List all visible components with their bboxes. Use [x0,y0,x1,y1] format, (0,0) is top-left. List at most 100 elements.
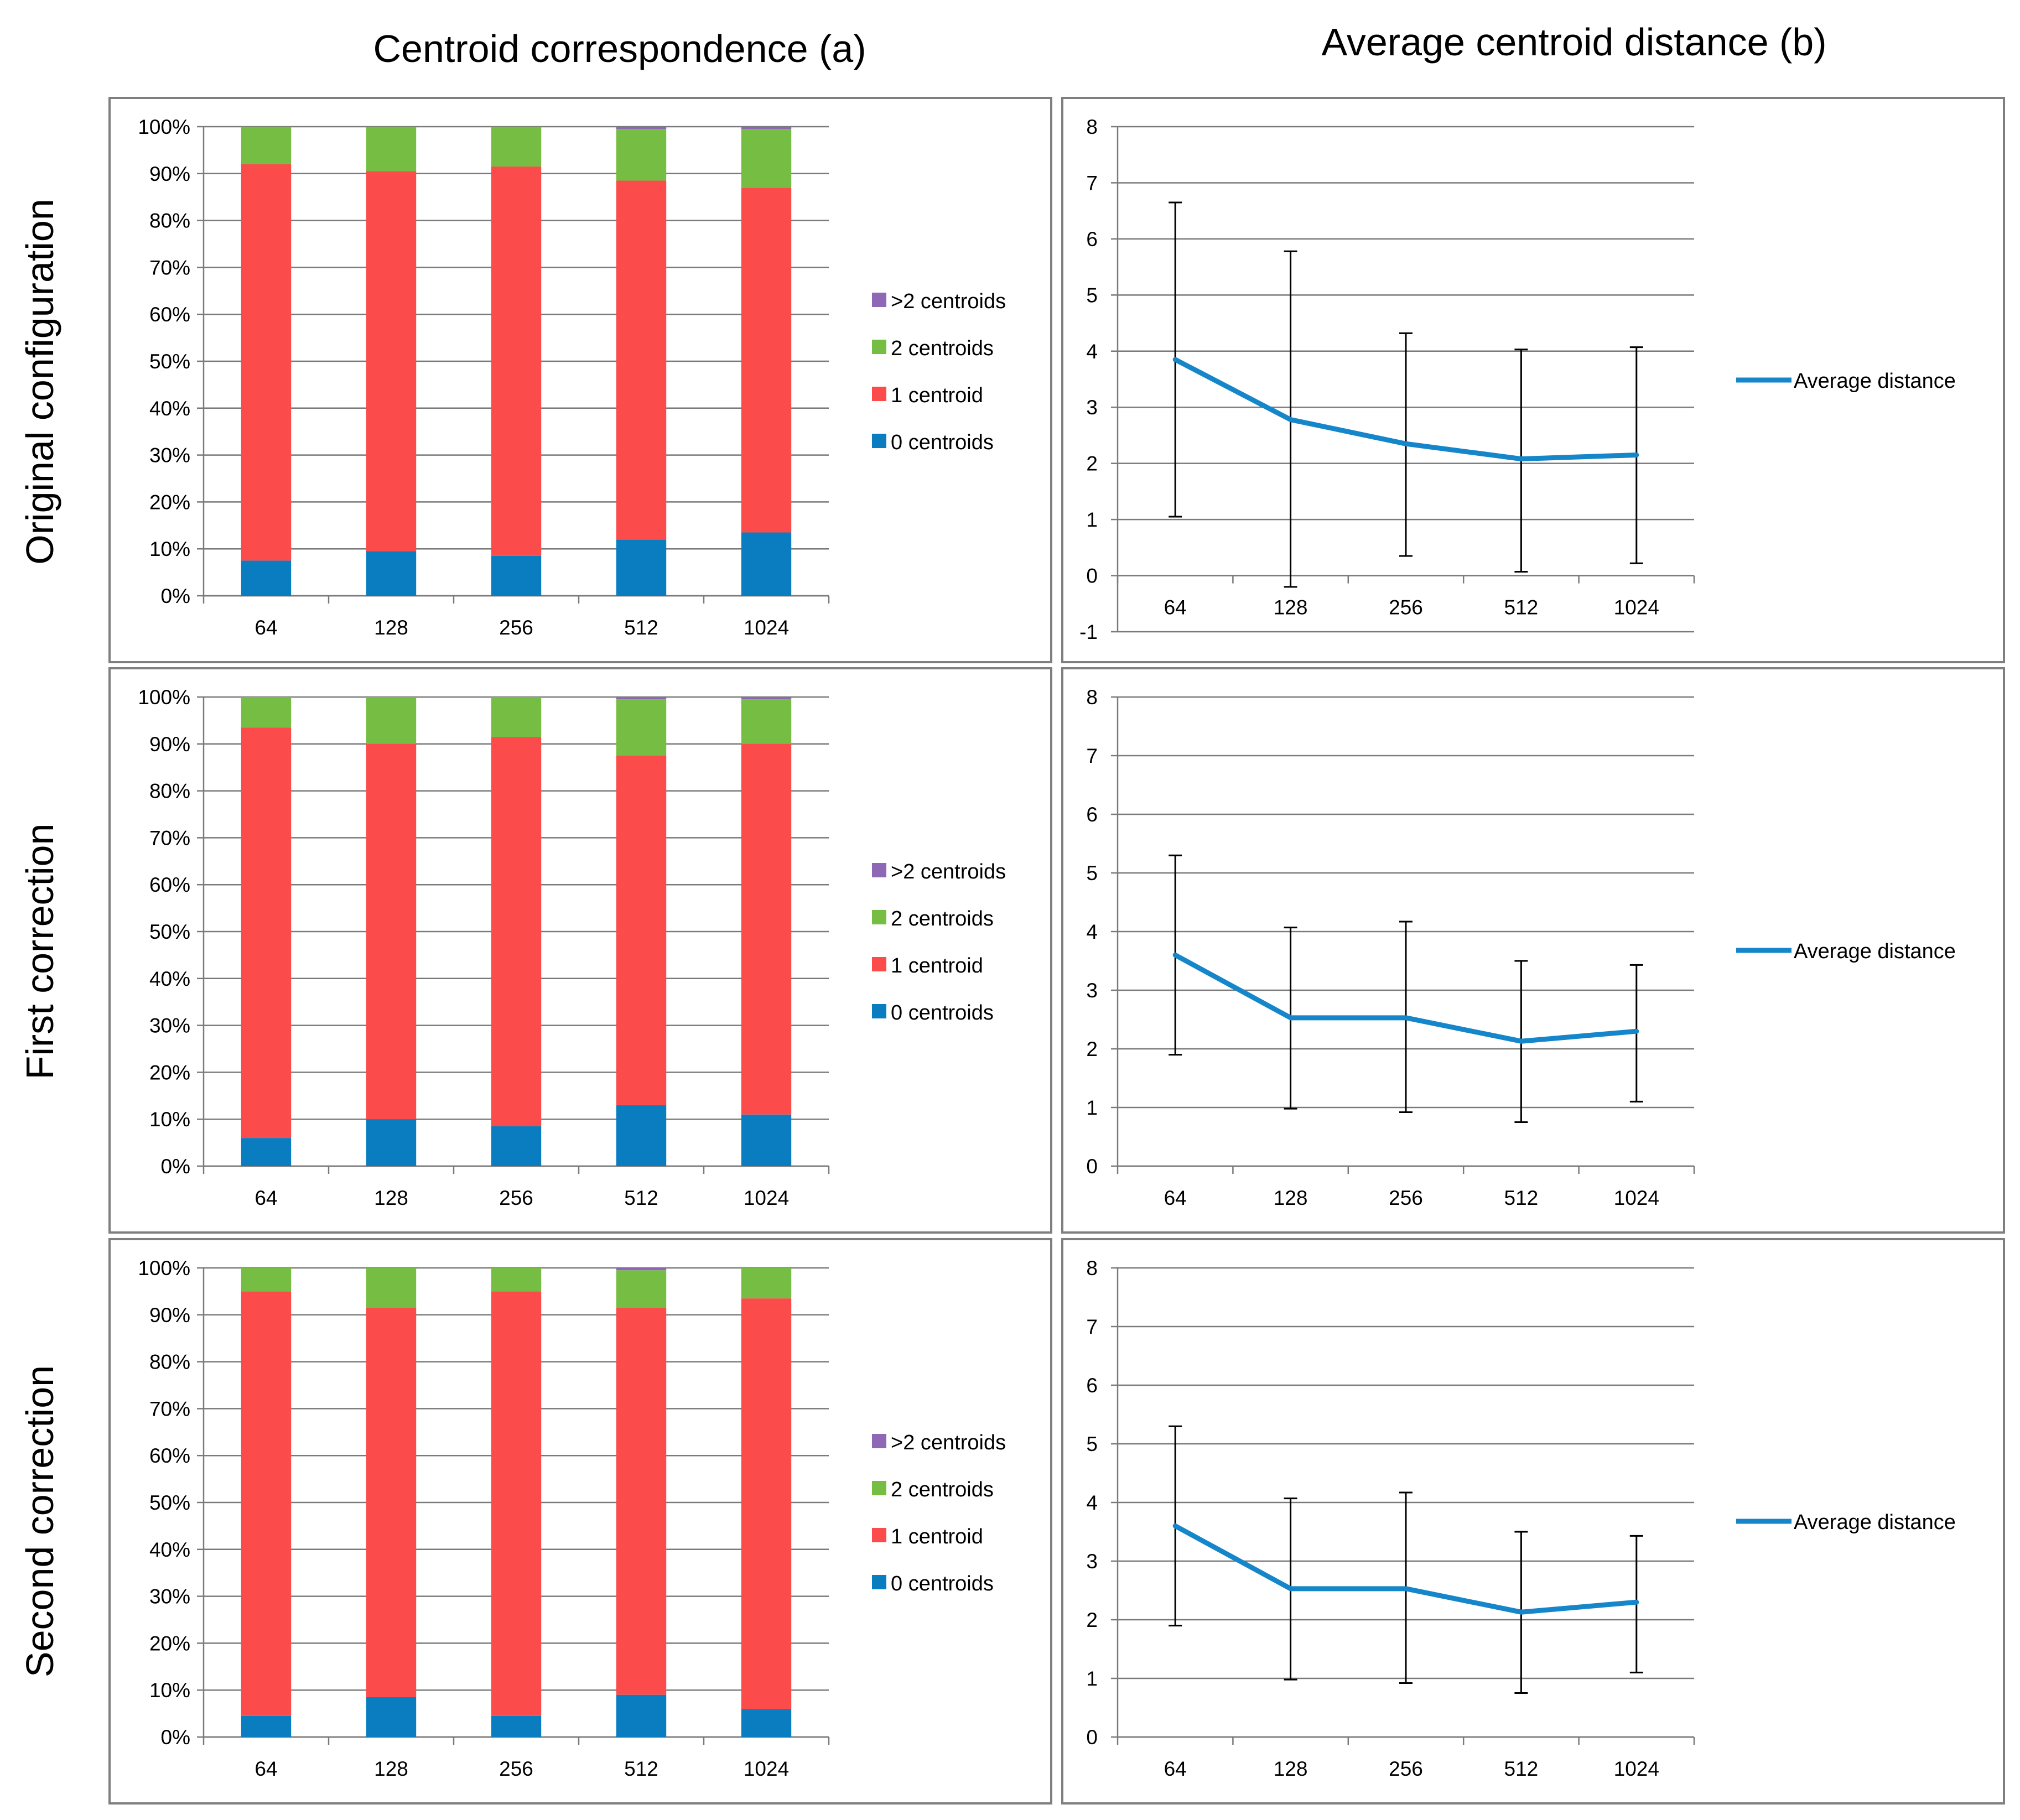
y-tick-label: 10% [149,1108,190,1131]
bar-segment [241,127,292,164]
panel-frame-line-original [1061,97,2005,663]
bar-segment [491,1268,542,1292]
legend-swatch [872,957,886,971]
x-tick-label: 256 [1389,596,1423,619]
bar-segment [491,1715,542,1737]
y-tick-label: 7 [1086,745,1098,767]
x-tick-label: 128 [1274,596,1308,619]
bar-segment [616,699,667,756]
series-line [1172,1523,1639,1615]
legend-swatch [872,910,886,924]
y-tick-label: 3 [1086,979,1098,1002]
x-tick-label: 128 [1274,1757,1308,1780]
y-tick-label: 4 [1086,340,1098,363]
y-tick-label: 70% [149,256,190,279]
y-tick-label: 8 [1086,686,1098,709]
bar-segment [241,1715,292,1737]
bar-segment [616,1308,667,1695]
y-tick-label: 2 [1086,1609,1098,1631]
bar-segment [491,1126,542,1166]
x-tick-label: 64 [1164,1757,1187,1780]
y-tick-label: 0% [161,585,190,607]
bar-segment [491,167,542,556]
y-tick-label: 60% [149,303,190,326]
y-tick-label: 7 [1086,171,1098,194]
x-tick-label: 64 [1164,596,1187,619]
bar-segment [741,1114,792,1166]
x-tick-label: 256 [499,616,533,639]
x-tick-label: 512 [624,616,658,639]
y-tick-label: 50% [149,921,190,943]
legend-swatch [872,434,886,448]
y-tick-label: 1 [1086,1096,1098,1119]
line-chart-5: 0 1 2 3 4 5 6 7 8 64 128 256 512 1024 Average distance [1086,1257,1956,1780]
panel-frame-bar-first [108,667,1052,1234]
y-tick-label: 90% [149,1304,190,1327]
y-tick-label: 8 [1086,116,1098,138]
x-tick-label: 1024 [1614,1757,1659,1780]
y-tick-label: 2 [1086,453,1098,475]
panel-frame-bar-second [108,1238,1052,1805]
legend-swatch [872,1434,886,1448]
y-tick-label: 40% [149,1538,190,1561]
bar-segment [241,727,292,1138]
y-tick-label: 100% [138,1257,190,1280]
y-tick-label: 70% [149,826,190,849]
bar-segment [741,188,792,533]
legend-label: 0 centroids [891,431,994,454]
y-tick-label: 80% [149,780,190,803]
y-tick-label: -1 [1079,621,1098,643]
y-tick-label: 0% [161,1726,190,1749]
y-tick-label: 3 [1086,1550,1098,1573]
x-tick-label: 128 [374,1187,408,1209]
y-tick-label: 5 [1086,862,1098,885]
bar-segment [366,1119,417,1166]
bar-segment [241,1138,292,1166]
x-tick-label: 1024 [744,1187,789,1209]
bar-segment [491,737,542,1126]
y-tick-label: 100% [138,116,190,138]
bar-segment [366,171,417,552]
legend-swatch [872,1004,886,1018]
x-tick-label: 512 [1504,1757,1539,1780]
y-tick-label: 8 [1086,1257,1098,1280]
x-tick-label: 1024 [1614,596,1659,619]
series-line [1172,952,1639,1044]
bar-segment [616,180,667,540]
y-tick-label: 4 [1086,921,1098,943]
y-tick-label: 3 [1086,396,1098,419]
x-tick-label: 64 [255,616,277,639]
y-tick-label: 30% [149,444,190,467]
panel-frame-line-first [1061,667,2005,1234]
y-tick-label: 80% [149,1351,190,1374]
bar-segment [366,127,417,171]
legend-swatch [872,863,886,877]
bar-segment [741,129,792,188]
y-tick-label: 20% [149,1061,190,1084]
y-tick-label: 80% [149,210,190,232]
y-tick-label: 7 [1086,1315,1098,1338]
bar-segment [241,1291,292,1716]
legend-label: >2 centroids [891,860,1006,883]
x-tick-label: 256 [499,1757,533,1780]
y-tick-label: 90% [149,163,190,185]
y-tick-label: 30% [149,1015,190,1037]
x-tick-label: 1024 [1614,1187,1659,1209]
bar-segment [616,756,667,1105]
bar-segment [616,127,667,129]
bar-segment [366,1268,417,1308]
y-tick-label: 0% [161,1155,190,1178]
y-tick-label: 5 [1086,1433,1098,1455]
legend-label: Average distance [1794,1511,1956,1534]
bar-segment [741,699,792,744]
bar-segment [241,164,292,561]
y-tick-label: 2 [1086,1038,1098,1060]
x-tick-label: 256 [1389,1187,1423,1209]
y-tick-label: 10% [149,538,190,560]
y-tick-label: 5 [1086,284,1098,306]
y-tick-label: 30% [149,1585,190,1608]
y-tick-label: 60% [149,1444,190,1467]
legend-label: >2 centroids [891,1431,1006,1454]
legend-swatch [872,340,886,354]
bar-segment [241,560,292,596]
